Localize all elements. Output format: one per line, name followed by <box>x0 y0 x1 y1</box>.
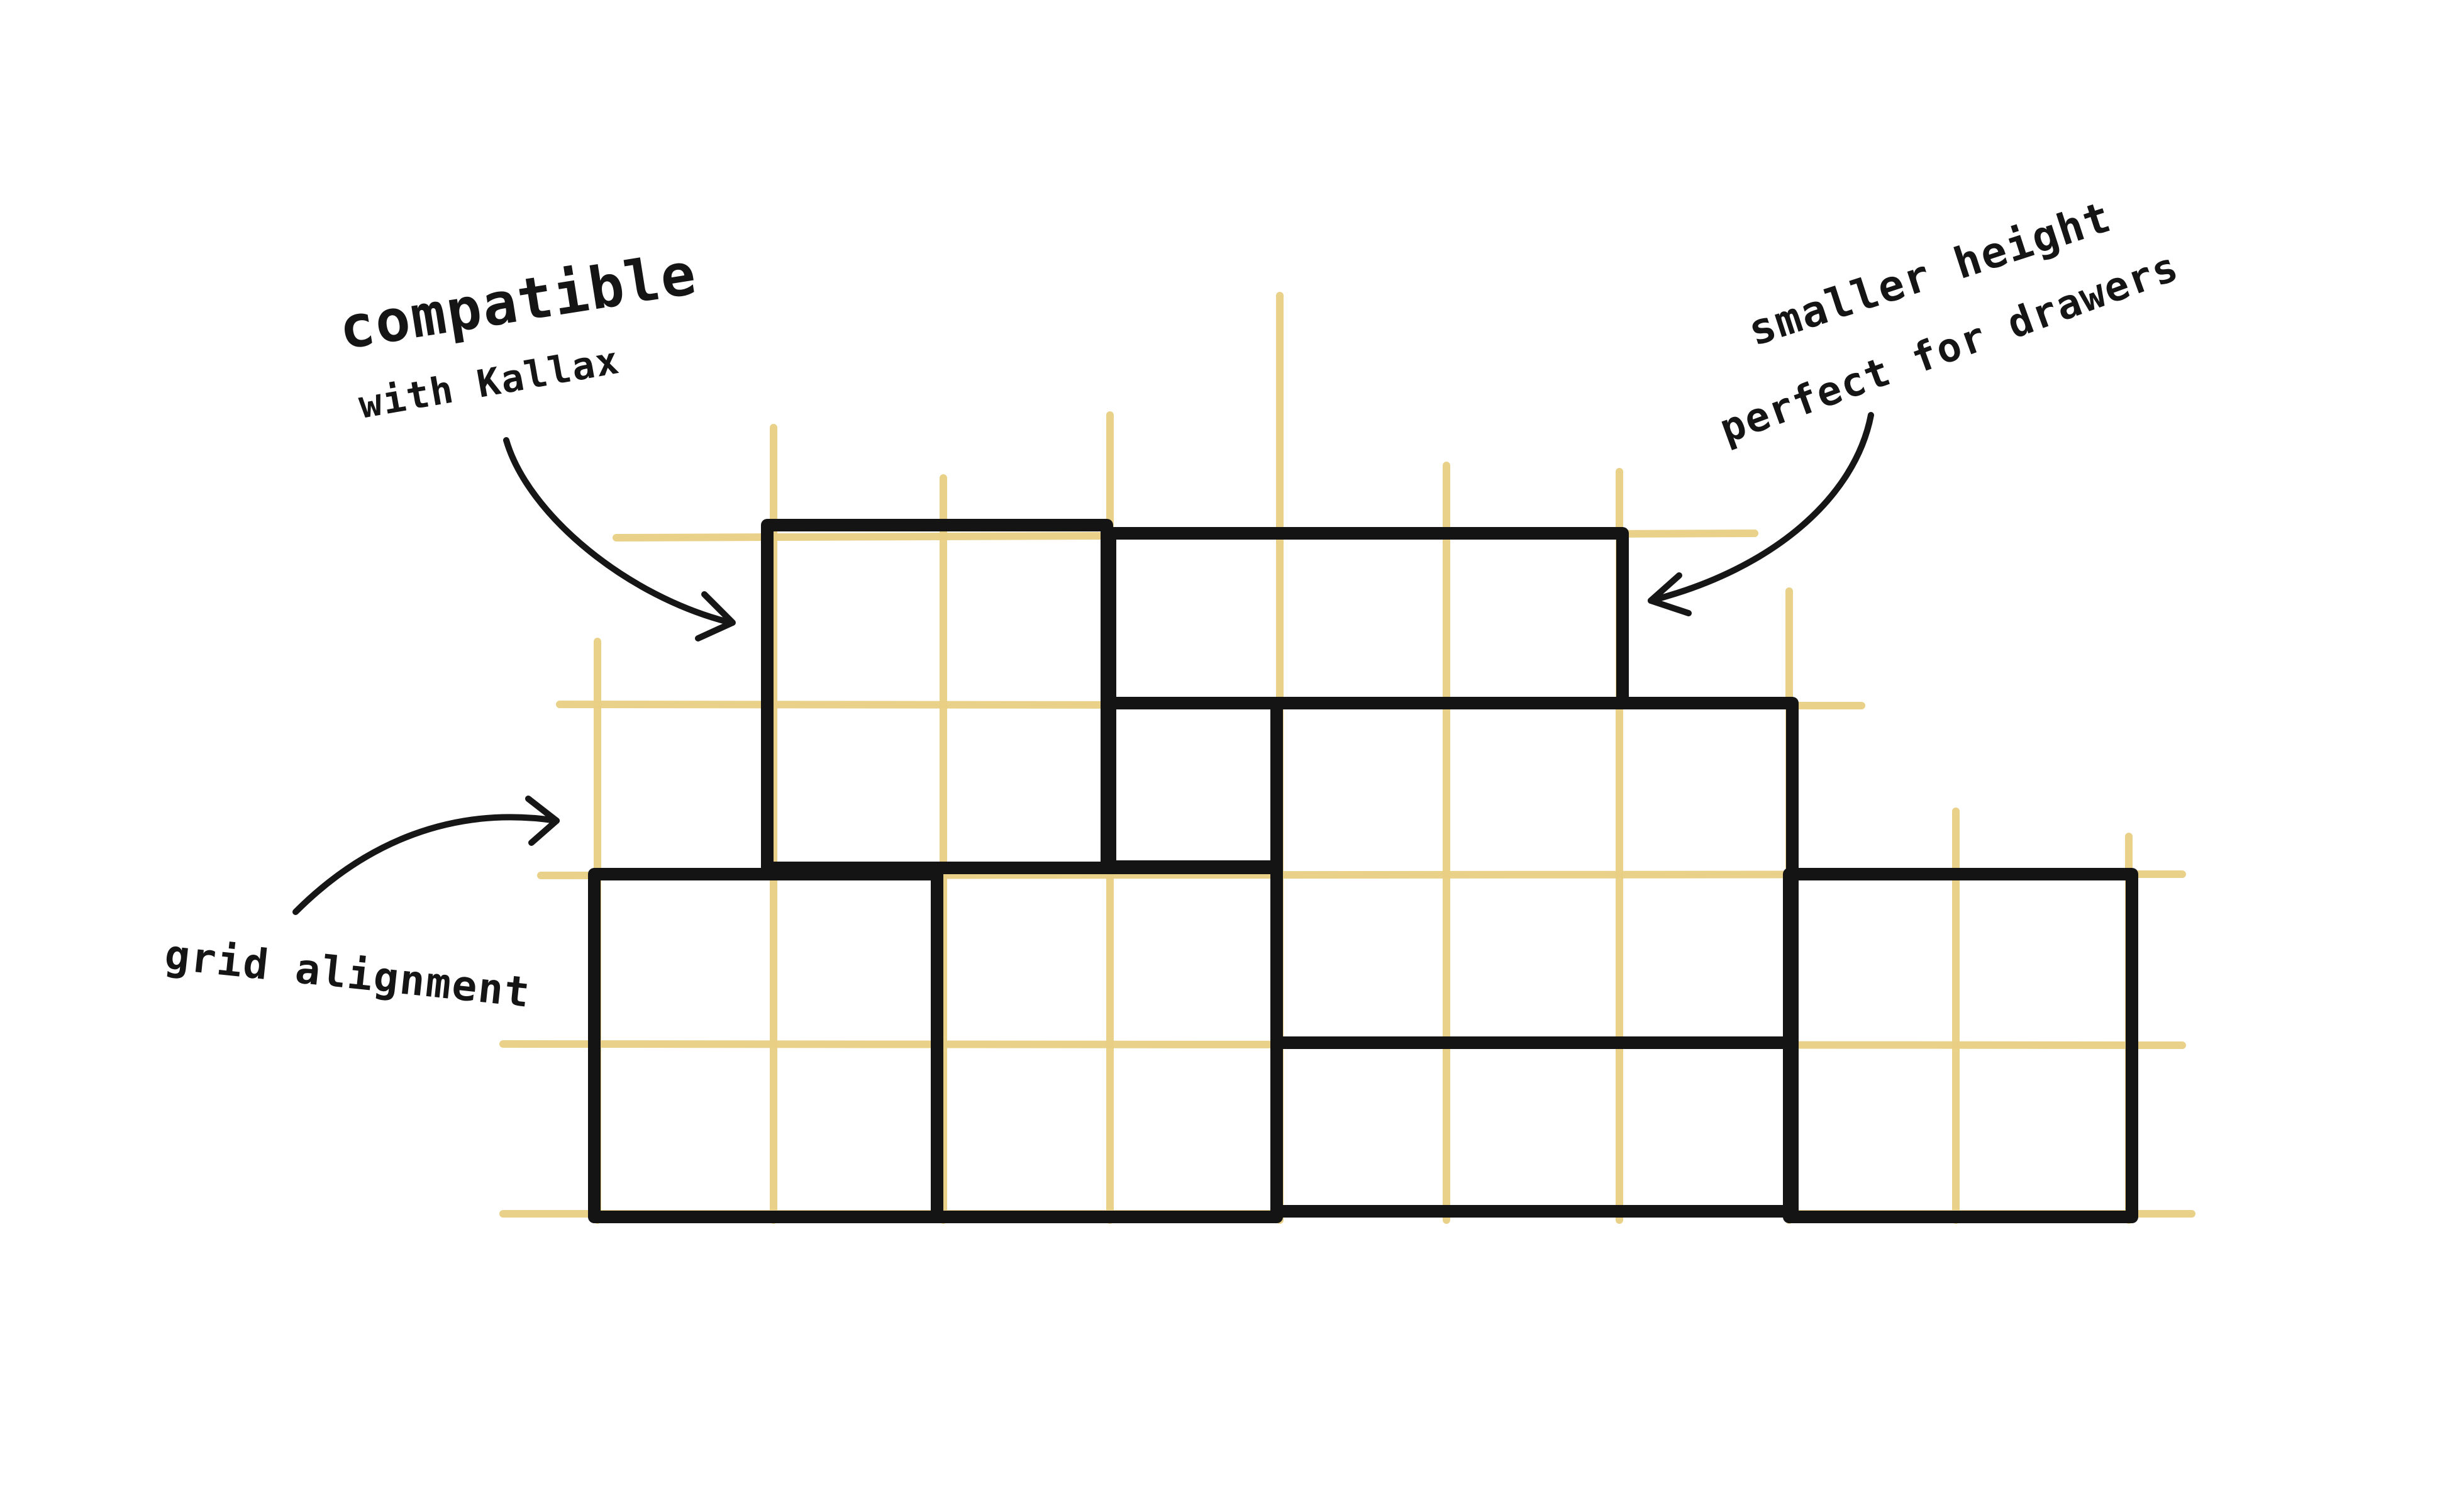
grid-alignment-arrowhead <box>525 796 560 846</box>
grid-alignment-arrow <box>292 814 560 915</box>
grid-alignment-label: grid alignment <box>162 930 533 1017</box>
compatible-arrowhead <box>695 591 736 641</box>
storage-units <box>588 519 2138 1223</box>
smaller-height-arrow <box>1648 412 1874 604</box>
smaller-height-arrowhead <box>1648 572 1692 616</box>
annotation-arrows <box>292 412 1874 915</box>
compatible-label-line1: compatible <box>335 240 702 362</box>
bottom-center-unit <box>931 862 1283 1223</box>
small-unit-middle <box>1104 697 1283 873</box>
grid-lines <box>499 292 2195 1224</box>
annotations: compatible with Kallax smaller height pe… <box>162 192 2185 1017</box>
short-unit-top-middle <box>1104 527 1629 709</box>
compatible-arrow <box>503 437 734 626</box>
unit-middle-right <box>1270 697 1799 1218</box>
tall-unit-top-left <box>761 519 1113 874</box>
